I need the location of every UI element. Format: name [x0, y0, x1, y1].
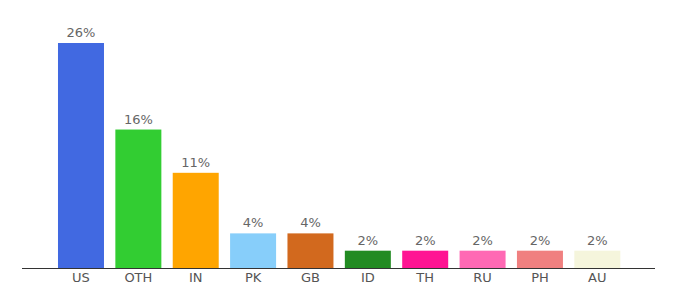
- bar: [287, 233, 333, 268]
- bar: [460, 251, 506, 268]
- x-tick-label: PK: [245, 270, 262, 285]
- data-label: 2%: [358, 233, 379, 248]
- chart: 26% 16% 11% 4% 4% 2% 2% 2% 2% 2% US OTH IN PK GB ID TH RU…: [0, 0, 680, 300]
- x-tick-labels: US OTH IN PK GB ID TH RU PH AU: [72, 270, 606, 285]
- bar: [517, 251, 563, 268]
- bar: [345, 251, 391, 268]
- data-labels: 26% 16% 11% 4% 4% 2% 2% 2% 2% 2%: [67, 25, 608, 248]
- x-axis-line: [22, 268, 655, 269]
- bars: [58, 43, 620, 268]
- x-tick-label: PH: [531, 270, 549, 285]
- x-tick-label: TH: [415, 270, 434, 285]
- x-tick-label: IN: [189, 270, 203, 285]
- x-tick-label: AU: [588, 270, 606, 285]
- x-tick-label: GB: [301, 270, 320, 285]
- data-label: 2%: [587, 233, 608, 248]
- bar: [58, 43, 104, 268]
- bar: [574, 251, 620, 268]
- x-tick-label: ID: [361, 270, 375, 285]
- chart-container: 26% 16% 11% 4% 4% 2% 2% 2% 2% 2% US OTH IN PK GB ID TH RU…: [0, 0, 680, 300]
- bar: [230, 233, 276, 268]
- x-tick-label: RU: [473, 270, 492, 285]
- data-label: 4%: [300, 215, 321, 230]
- data-label: 2%: [530, 233, 551, 248]
- x-tick-label: US: [72, 270, 90, 285]
- data-label: 11%: [181, 155, 210, 170]
- bar: [173, 173, 219, 268]
- data-label: 26%: [67, 25, 96, 40]
- x-tick-label: OTH: [124, 270, 152, 285]
- data-label: 4%: [243, 215, 264, 230]
- bar: [115, 130, 161, 268]
- data-label: 16%: [124, 112, 153, 127]
- data-label: 2%: [415, 233, 436, 248]
- data-label: 2%: [472, 233, 493, 248]
- bar: [402, 251, 448, 268]
